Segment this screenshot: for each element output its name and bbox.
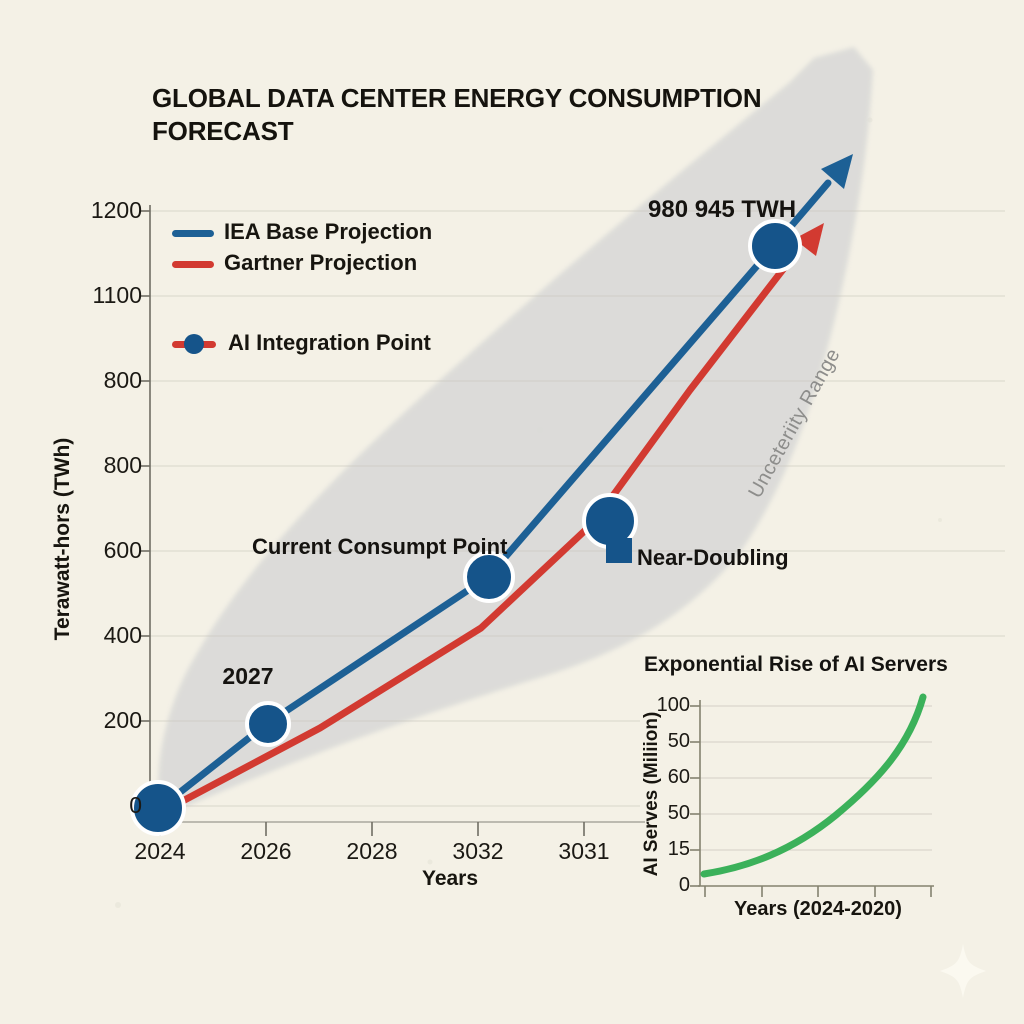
legend-label-ai-point: AI Integration Point bbox=[228, 330, 431, 355]
iea-arrowhead bbox=[821, 154, 853, 189]
marker-peak bbox=[748, 219, 802, 273]
inset-y-tick-60: 60 bbox=[667, 766, 690, 788]
x-tick-3032: 3032 bbox=[452, 838, 504, 864]
y-tick-800a: 800 bbox=[103, 367, 142, 393]
gartner-projection-line bbox=[158, 223, 824, 816]
gridlines bbox=[150, 210, 1005, 807]
marker-current bbox=[463, 551, 515, 603]
inset-y-tick-0: 0 bbox=[678, 874, 690, 896]
annotation-current-consumption: Current Consumpt Point bbox=[252, 534, 508, 559]
legend-swatch-gartner bbox=[172, 261, 214, 268]
inset-y-axis-label: AI Serves (Miliion) bbox=[641, 711, 662, 877]
y-tick-200: 200 bbox=[103, 707, 142, 733]
sparkle-decoration bbox=[940, 944, 986, 998]
legend-label-gartner: Gartner Projection bbox=[224, 250, 418, 275]
inset-y-tick-15: 15 bbox=[667, 838, 690, 860]
marker-origin bbox=[130, 780, 186, 836]
y-axis-label: Terawatt-hors (TWh) bbox=[51, 437, 74, 641]
y-tick-800b: 800 bbox=[103, 452, 142, 478]
inset-gridlines bbox=[700, 705, 932, 851]
inset-axes bbox=[690, 700, 934, 897]
gartner-arrowhead bbox=[794, 223, 824, 256]
near-doubling-square bbox=[606, 538, 632, 563]
x-axis-label: Years bbox=[421, 867, 479, 890]
inset-y-tick-100: 100 bbox=[656, 694, 690, 716]
y-tick-600: 600 bbox=[103, 537, 142, 563]
legend-swatch-iea bbox=[172, 230, 214, 237]
inset-y-tick-50a: 50 bbox=[667, 730, 690, 752]
inset-x-axis-label: Years (2024-2020) bbox=[734, 898, 902, 920]
legend-swatches bbox=[172, 230, 216, 354]
legend-label-iea: IEA Base Projection bbox=[224, 219, 433, 244]
page-title-line1: GLOBAL DATA CENTER ENERGY CONSUMPTION bbox=[152, 83, 762, 113]
y-tick-1100: 1100 bbox=[92, 282, 142, 308]
x-tick-2026: 2026 bbox=[240, 838, 292, 864]
inset-y-tick-50b: 50 bbox=[667, 802, 690, 824]
y-tick-400: 400 bbox=[103, 622, 142, 648]
y-tick-0: 0 bbox=[129, 792, 142, 818]
y-tick-1200: 1200 bbox=[90, 197, 142, 223]
uncertainty-band bbox=[158, 47, 874, 818]
x-tick-2024: 2024 bbox=[134, 838, 186, 864]
ai-integration-markers bbox=[130, 219, 802, 836]
marker-2027 bbox=[245, 701, 291, 747]
inset-chart-graphics bbox=[690, 693, 934, 897]
page-title: GLOBAL DATA CENTER ENERGY CONSUMPTION FO… bbox=[152, 82, 812, 149]
x-tick-2028: 2028 bbox=[346, 838, 398, 864]
x-axis bbox=[150, 821, 645, 836]
ai-servers-curve bbox=[700, 693, 927, 878]
legend-swatch-ai-dot bbox=[184, 334, 204, 354]
x-tick-3031: 3031 bbox=[558, 838, 610, 864]
annotation-peak-value: 980 945 TWH bbox=[648, 196, 797, 223]
annotation-near-doubling: Near-Doubling bbox=[637, 545, 789, 570]
annotation-2027: 2027 bbox=[222, 663, 274, 689]
page-title-line2: FORECAST bbox=[152, 116, 294, 147]
inset-chart-title: Exponential Rise of AI Servers bbox=[644, 653, 948, 676]
